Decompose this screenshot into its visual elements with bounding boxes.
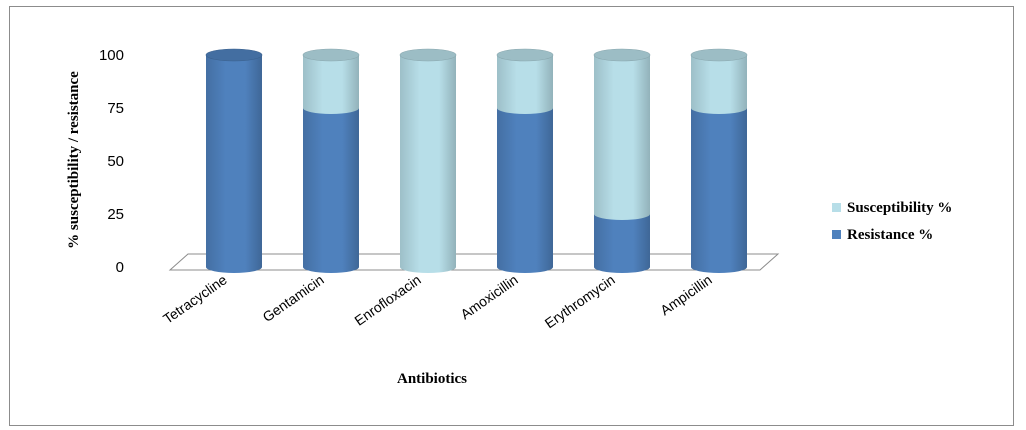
bar-stack [206,49,262,273]
y-tick-label: 75 [107,100,124,117]
x-tick-label: Erythromycin [542,271,618,331]
bar-susceptibility [691,55,747,114]
x-axis-title: Antibiotics [397,371,467,387]
bar-resistance [691,108,747,273]
legend-swatch [832,230,841,239]
bar-stack [691,49,747,273]
x-tick-label: Tetracycline [160,271,230,327]
x-tick-label: Enrofloxacin [351,271,423,328]
bar-top-cap [497,49,553,61]
bar-stack [594,49,650,273]
bar-susceptibility [594,55,650,220]
y-axis-title: % susceptibility / resistance [66,71,82,249]
y-tick-label: 25 [107,206,124,223]
y-tick-label: 0 [116,259,124,276]
bar-stack [400,49,456,273]
bar-stack [303,49,359,273]
bar-susceptibility [497,55,553,114]
bar-susceptibility [303,55,359,114]
x-tick-label: Ampicillin [657,271,715,318]
bar-resistance [206,55,262,273]
bar-stack [497,49,553,273]
y-tick-label: 50 [107,153,124,170]
bar-susceptibility [400,55,456,273]
x-tick-label: Gentamicin [260,271,327,325]
legend-label: Resistance % [847,227,933,243]
bar-top-cap [303,49,359,61]
y-tick-label: 100 [99,47,124,64]
bar-top-cap [594,49,650,61]
bar-top-cap [206,49,262,61]
legend-label: Susceptibility % [847,200,952,216]
bar-resistance [497,108,553,273]
bar-resistance [594,214,650,273]
legend-swatch [832,203,841,212]
bar-top-cap [400,49,456,61]
x-tick-label: Amoxicillin [457,271,520,322]
bar-top-cap [691,49,747,61]
bar-resistance [303,108,359,273]
